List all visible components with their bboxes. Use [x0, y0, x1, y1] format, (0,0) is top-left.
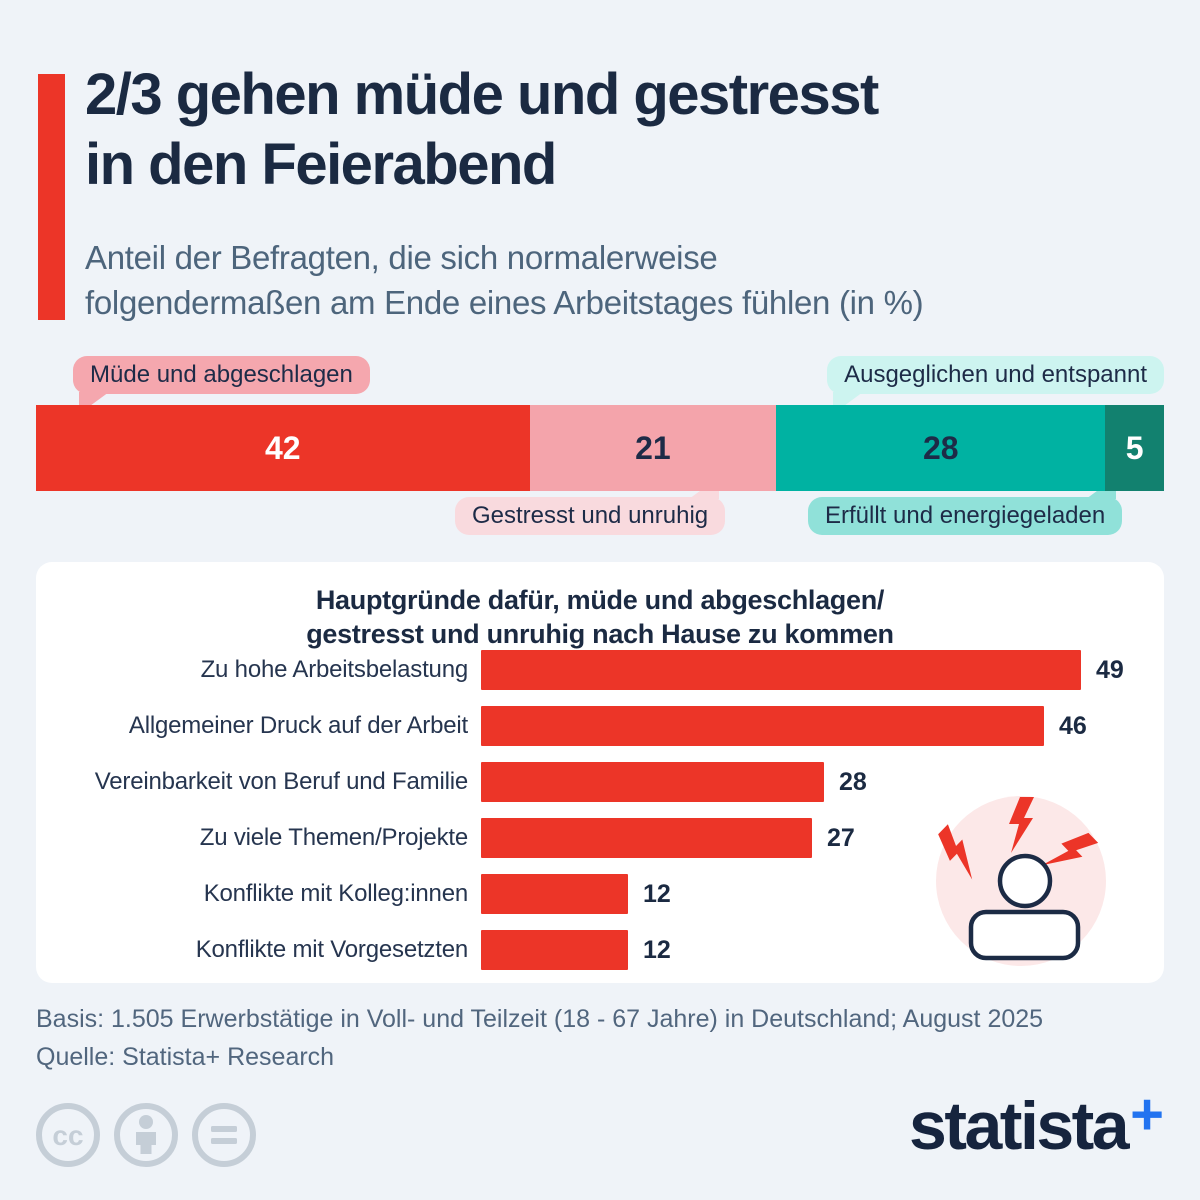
reason-label: Zu hohe Arbeitsbelastung [200, 656, 469, 683]
footer: Basis: 1.505 Erwerbstätige in Voll- und … [36, 1000, 1043, 1076]
reasons-chart-title-line-1: Hauptgründe dafür, müde und abgeschlagen… [315, 585, 885, 615]
reason-value: 12 [643, 935, 671, 964]
page-title: 2/3 gehen müde und gestresst in den Feie… [85, 60, 879, 199]
stacked-bar: 42 21 28 5 [36, 405, 1164, 491]
title-accent-bar [38, 74, 65, 320]
stressed-person-icon [936, 796, 1106, 966]
reason-label: Vereinbarkeit von Beruf und Familie [94, 768, 468, 795]
callout-label: Gestresst und unruhig [472, 502, 709, 529]
reason-value: 46 [1059, 711, 1087, 740]
reason-row: Konflikte mit Kolleg:innen 12 [56, 874, 1124, 914]
reason-row: Zu hohe Arbeitsbelastung 49 [56, 650, 1124, 690]
license-icons: cc [34, 1101, 258, 1169]
reasons-chart-title-line-2: gestresst und unruhig nach Hause zu komm… [306, 618, 894, 649]
callout-ausgeglichen-und-entspannt: Ausgeglichen und entspannt [827, 356, 1164, 414]
reason-value: 49 [1096, 655, 1124, 684]
callout-label: Müde und abgeschlagen [90, 361, 353, 388]
person-head [997, 853, 1053, 909]
reasons-chart-title: Hauptgründe dafür, müde und abgeschlagen… [36, 562, 1164, 652]
page-title-line-2: in den Feierabend [85, 131, 557, 197]
reason-bar [481, 930, 628, 970]
stacked-segment: 28 [776, 405, 1106, 491]
reason-bar [481, 706, 1044, 746]
reason-value: 28 [839, 767, 867, 796]
reason-bar [481, 818, 812, 858]
reason-row: Zu viele Themen/Projekte 27 [56, 818, 1124, 858]
reason-row: Vereinbarkeit von Beruf und Familie 28 [56, 762, 1124, 802]
svg-text:cc: cc [52, 1120, 83, 1151]
callout-muede-und-abgeschlagen: Müde und abgeschlagen [73, 356, 370, 414]
attribution-icon [114, 1103, 178, 1167]
stacked-segment: 42 [36, 405, 530, 491]
callout-label: Ausgeglichen und entspannt [844, 361, 1147, 388]
cc-icon: cc [36, 1103, 100, 1167]
footer-basis: Basis: 1.505 Erwerbstätige in Voll- und … [36, 1005, 1044, 1033]
reasons-chart-rows: Zu hohe Arbeitsbelastung 49 Allgemeiner Dr… [56, 650, 1124, 986]
page-subtitle: Anteil der Befragten, die sich normalerw… [85, 236, 924, 325]
stacked-segment: 21 [529, 405, 777, 491]
reason-label: Zu viele Themen/Projekte [199, 824, 468, 851]
footer-source: Quelle: Statista+ Research [36, 1043, 335, 1071]
reason-bar [481, 762, 824, 802]
reason-value: 12 [643, 879, 671, 908]
no-derivatives-icon [192, 1103, 256, 1167]
page-subtitle-line-2: folgendermaßen am Ende eines Arbeitstage… [85, 283, 924, 321]
person-body [968, 909, 1081, 961]
statista-logo-text: statista [909, 1088, 1130, 1164]
reasons-card: Hauptgründe dafür, müde und abgeschlagen… [36, 562, 1164, 983]
reason-bar [481, 650, 1081, 690]
page-title-line-1: 2/3 gehen müde und gestresst [85, 62, 879, 127]
reason-row: Allgemeiner Druck auf der Arbeit 46 [56, 706, 1124, 746]
callout-label: Erfüllt und energiegeladen [825, 502, 1106, 529]
callout-gestresst-und-unruhig: Gestresst und unruhig [455, 477, 726, 535]
reason-label: Konflikte mit Vorgesetzten [195, 936, 468, 963]
stacked-segment: 5 [1105, 405, 1164, 491]
statista-logo-plus-icon: + [1130, 1082, 1164, 1147]
reason-value: 27 [827, 823, 855, 852]
reason-bar [481, 874, 628, 914]
reason-label: Allgemeiner Druck auf der Arbeit [128, 712, 468, 739]
reason-label: Konflikte mit Kolleg:innen [203, 880, 468, 907]
lightning-bolts-icon [938, 797, 1099, 880]
page-subtitle-line-1: Anteil der Befragten, die sich normalerw… [85, 239, 718, 276]
statista-logo: statista + [909, 1086, 1164, 1164]
reason-row: Konflikte mit Vorgesetzten 12 [56, 930, 1124, 970]
callout-erfuellt-und-energiegeladen: Erfüllt und energiegeladen [808, 477, 1123, 535]
